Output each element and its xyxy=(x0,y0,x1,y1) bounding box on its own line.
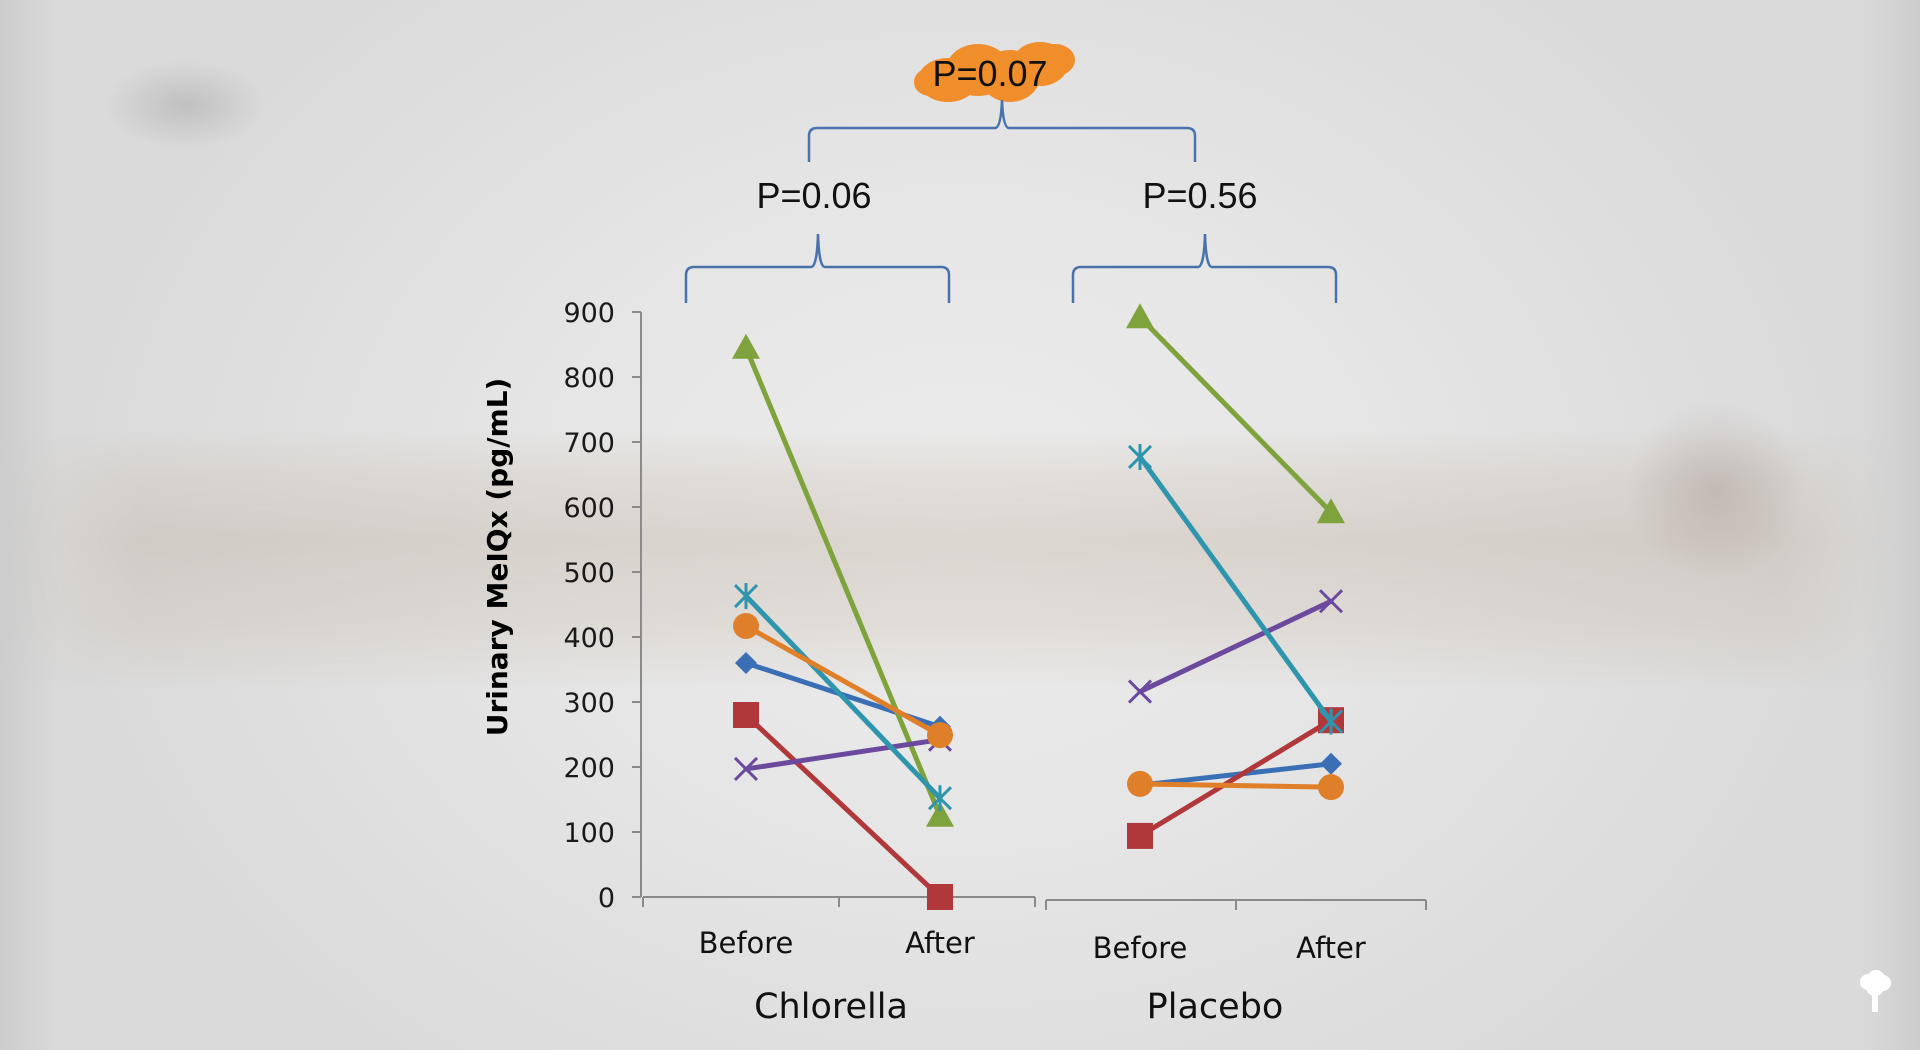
asterisk-marker xyxy=(733,583,759,610)
series-path xyxy=(1137,781,1334,790)
square-marker xyxy=(927,884,953,910)
p-value-chlorella: P=0.06 xyxy=(756,175,871,216)
y-axis-label: Urinary MeIQx (pg/mL) xyxy=(481,378,514,737)
chlorella-annotation: P=0.06 xyxy=(684,175,951,303)
series-layer xyxy=(732,303,1345,910)
triangle-marker xyxy=(732,333,760,359)
circle-marker xyxy=(1127,770,1153,797)
y-tick-label: 300 xyxy=(563,688,615,719)
x-marker xyxy=(1127,679,1153,704)
y-tick-label: 700 xyxy=(563,428,615,459)
series-line xyxy=(733,612,953,749)
series-path xyxy=(1137,454,1334,724)
series-line xyxy=(1127,707,1344,849)
bracket-chlorella xyxy=(684,233,951,303)
circle-marker xyxy=(733,612,759,639)
x-axis-chlorella: Before After Chlorella xyxy=(642,896,1036,1027)
series-line xyxy=(1126,303,1345,524)
series-path xyxy=(1137,598,1334,695)
x-marker xyxy=(1318,589,1344,614)
diamond-marker xyxy=(735,652,757,674)
series-line xyxy=(733,702,953,910)
x-category-label: After xyxy=(1296,931,1366,965)
y-tick-label: 900 xyxy=(563,298,615,329)
bracket-between-groups xyxy=(807,99,1197,162)
square-marker xyxy=(1127,822,1153,849)
x-group-label: Placebo xyxy=(1147,987,1284,1027)
asterisk-marker xyxy=(1127,443,1153,470)
series-path xyxy=(743,623,943,738)
x-axis: Before After Chlorella Before After Placebo xyxy=(642,896,1427,1027)
triangle-marker xyxy=(926,801,954,827)
x-marker-stroke xyxy=(733,756,759,782)
series-path xyxy=(1137,314,1334,515)
bracket-placebo xyxy=(1071,233,1338,303)
y-tick-label: 100 xyxy=(563,818,615,849)
series-path xyxy=(743,712,943,900)
series-line xyxy=(1127,443,1344,735)
x-category-label: After xyxy=(905,926,975,960)
x-axis-placebo: Before After Placebo xyxy=(1045,899,1427,1027)
x-marker-stroke xyxy=(1318,589,1344,614)
x-category-label: Before xyxy=(1093,931,1188,965)
y-tick-label: 400 xyxy=(563,623,615,654)
series-line xyxy=(732,333,954,827)
asterisk-marker xyxy=(1318,708,1344,735)
series-path xyxy=(743,345,943,819)
series-path xyxy=(1137,717,1334,839)
circle-marker xyxy=(927,722,953,749)
placebo-annotation: P=0.56 xyxy=(1071,175,1338,303)
p-value-placebo: P=0.56 xyxy=(1142,175,1257,216)
y-tick-label: 200 xyxy=(563,753,615,784)
series-group-chlorella xyxy=(732,333,954,910)
y-tick-label: 800 xyxy=(563,363,615,394)
y-tick-label: 600 xyxy=(563,493,615,524)
p-value-between-groups: P=0.07 xyxy=(932,53,1047,94)
series-path xyxy=(743,737,943,772)
x-marker xyxy=(733,756,759,782)
tree-icon xyxy=(1860,970,1891,1012)
square-marker xyxy=(733,702,759,728)
x-group-label: Chlorella xyxy=(754,987,908,1027)
triangle-marker xyxy=(1317,498,1345,524)
y-tick-label: 500 xyxy=(563,558,615,589)
series-line xyxy=(1127,589,1344,704)
asterisk-marker xyxy=(927,785,953,812)
highlight-blob xyxy=(914,42,1075,102)
y-axis: 0 100 200 300 400 500 600 700 800 900 xyxy=(563,298,642,914)
series-line xyxy=(1127,770,1344,801)
circle-marker xyxy=(1318,774,1344,801)
between-groups-annotation: P=0.07 xyxy=(807,42,1197,162)
triangle-marker xyxy=(1126,303,1154,329)
diamond-marker xyxy=(1320,752,1342,775)
series-path xyxy=(743,593,943,801)
x-category-label: Before xyxy=(699,926,794,960)
y-tick-label: 0 xyxy=(598,883,615,914)
series-path xyxy=(1137,761,1334,788)
series-line xyxy=(1129,752,1342,797)
series-line xyxy=(733,583,953,812)
series-group-placebo xyxy=(1126,303,1345,849)
x-marker-stroke xyxy=(1127,679,1153,704)
